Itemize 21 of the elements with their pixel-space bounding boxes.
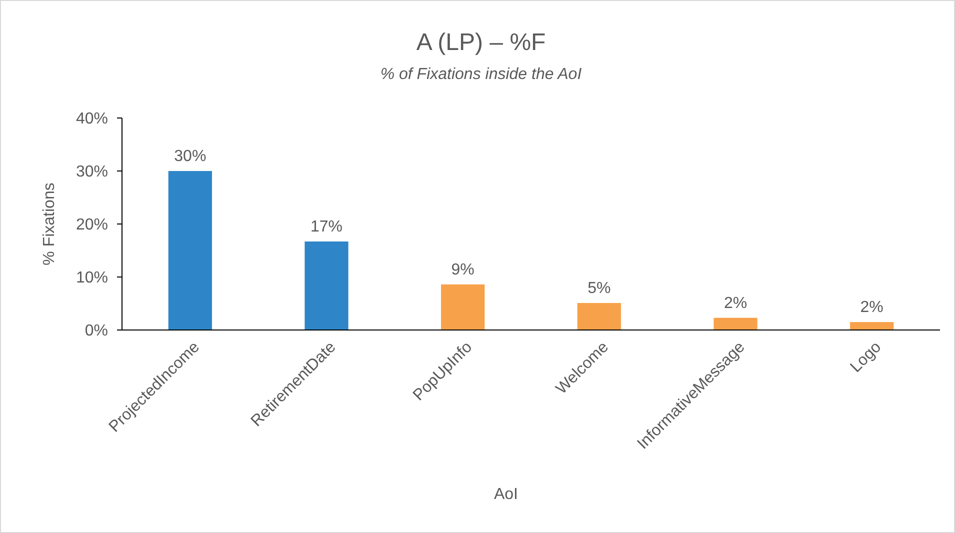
y-tick-label: 30% <box>76 164 108 181</box>
chart-subtitle: % of Fixations inside the AoI <box>380 66 582 83</box>
bar <box>714 318 758 330</box>
data-label: 2% <box>724 294 748 312</box>
bar <box>850 322 894 330</box>
chart-title: A (LP) – %F <box>416 29 546 56</box>
data-label: 17% <box>310 218 343 236</box>
bar <box>577 302 621 330</box>
data-label: 5% <box>588 280 611 297</box>
x-axis-title: AoI <box>494 486 518 503</box>
data-label: 9% <box>451 261 474 278</box>
y-tick-label: 40% <box>76 110 108 128</box>
y-axis-title: % Fixations <box>41 182 58 266</box>
y-tick-label: 20% <box>76 216 108 234</box>
y-tick-label: 10% <box>76 270 108 287</box>
data-label: 2% <box>860 299 884 316</box>
y-tick-label: 0% <box>84 322 108 340</box>
data-label: 30% <box>174 148 206 165</box>
bar <box>168 171 212 330</box>
bar <box>441 284 485 330</box>
bar <box>304 241 348 330</box>
